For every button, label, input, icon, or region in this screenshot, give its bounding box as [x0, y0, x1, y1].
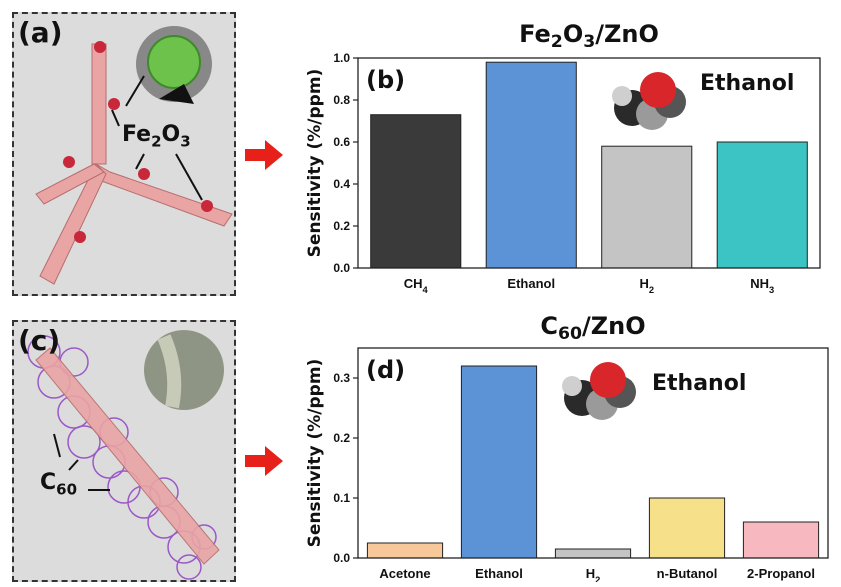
panel-a-illustration: (a) Fe2O3 [12, 12, 236, 296]
bar-ch4 [370, 114, 462, 269]
panel-label: (b) [366, 66, 405, 94]
bar-nh3 [716, 141, 808, 269]
chart-title: Fe2O3/ZnO [519, 20, 659, 52]
y-tick-label: 0.0 [333, 261, 350, 275]
bar-2-propanol [742, 521, 820, 559]
plot-frame [357, 57, 821, 269]
x-tick-label: Ethanol [507, 276, 555, 291]
y-axis-label: Sensitivity (%/ppm) [305, 69, 325, 258]
panel-c-illustration: (c) C60 [12, 320, 236, 582]
y-tick-label: 0.8 [333, 93, 350, 107]
x-tick-label: NH3 [750, 276, 774, 295]
x-tick-label: H2 [586, 566, 601, 582]
y-tick-label: 0.0 [333, 551, 350, 565]
x-tick-label: Acetone [379, 566, 430, 581]
bar-h2 [601, 145, 693, 269]
ethanol-annotation: Ethanol [700, 71, 794, 96]
panel-c-label: (c) [18, 324, 61, 357]
x-tick-label: H2 [639, 276, 654, 295]
y-tick-label: 0.2 [333, 219, 350, 233]
zno-rod-with-c60-illustration [27, 330, 224, 580]
bar-n-butanol [648, 497, 726, 559]
y-tick-label: 0.2 [333, 431, 350, 445]
arrow-right-icon [245, 140, 283, 170]
chart-title: C60/ZnO [540, 312, 645, 344]
bar-ethanol [460, 365, 538, 559]
y-tick-label: 0.1 [333, 491, 350, 505]
bar-acetone [366, 542, 444, 559]
bar-ethanol [485, 61, 577, 269]
y-tick-label: 0.6 [333, 135, 350, 149]
zno-tetrapod-with-fe2o3-illustration [35, 26, 233, 285]
arrow-right-icon [245, 446, 283, 476]
x-tick-label: CH4 [404, 276, 429, 295]
fe2o3-label: Fe2O3 [122, 122, 191, 151]
plot-frame [357, 347, 829, 559]
panel-a-label: (a) [18, 16, 63, 49]
ethanol-annotation: Ethanol [652, 371, 746, 396]
y-tick-label: 0.4 [333, 177, 350, 191]
chart-d: C60/ZnO Sensitivity (%/ppm) Acetone Ethanol… [305, 312, 829, 582]
ethanol-molecule-icon [612, 72, 686, 130]
ethanol-molecule-icon [562, 362, 636, 420]
y-tick-label: 0.3 [333, 371, 350, 385]
panel-label: (d) [366, 356, 405, 384]
x-tick-label: Ethanol [475, 566, 523, 581]
x-tick-label: n-Butanol [657, 566, 718, 581]
c60-label: C60 [40, 470, 78, 499]
y-tick-label: 1.0 [333, 51, 350, 65]
y-axis-label: Sensitivity (%/ppm) [305, 359, 325, 548]
x-tick-label: 2-Propanol [747, 566, 815, 581]
bar-h2 [554, 548, 632, 559]
chart-b: Fe2O3/ZnO Sensitivity (%/ppm) CH4 Ethanol H2… [305, 20, 821, 295]
